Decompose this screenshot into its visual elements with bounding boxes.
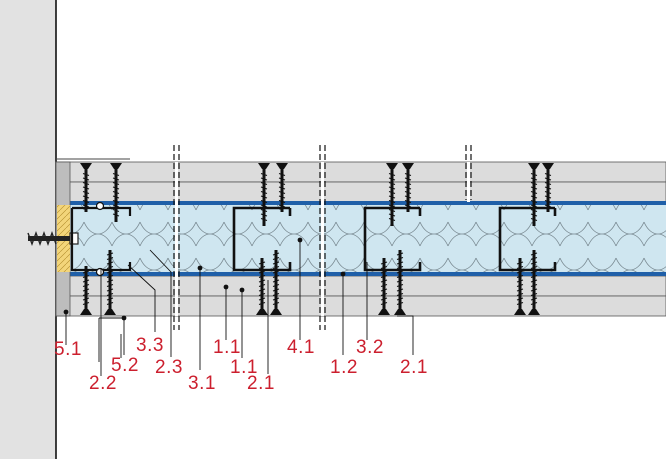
break-gap-3 [467,162,470,202]
screw [110,163,122,222]
label-4-1: 4.1 [287,337,315,358]
screw [514,258,526,315]
label-1-1-upper: 1.1 [213,337,241,358]
label-1-2: 1.2 [330,357,358,378]
wall-profile-fixing-bottom [95,267,105,277]
screw [386,163,398,226]
screw [528,163,540,226]
label-3-3: 3.3 [136,335,164,356]
label-2-1-left: 2.1 [247,373,275,394]
label-1-1-lower: 1.1 [230,357,258,378]
inner-board-top [55,181,666,203]
label-3-1: 3.1 [188,373,216,394]
label-2-2: 2.2 [89,373,117,394]
screw [276,163,288,212]
wall-profile-fixing-top [95,201,105,211]
label-5-1: 5.1 [54,339,82,360]
masonry-wall [0,0,56,459]
mineral-wool-texture [70,202,666,276]
screw [378,258,390,315]
break-gap-1 [175,162,178,316]
label-5-2: 5.2 [111,355,139,376]
screw [256,258,268,315]
screw [402,163,414,212]
screw [104,250,116,315]
c-profiles [232,206,557,272]
leader-dots [63,237,346,321]
screw [542,163,554,212]
leader-lines [65,240,414,376]
break-lines [173,145,472,330]
outer-board-bottom [55,295,666,317]
screw [528,250,540,315]
screws [80,163,554,315]
membrane-bottom [56,272,666,276]
label-2-3: 2.3 [155,357,183,378]
screw [270,250,282,315]
inner-board-bottom [55,275,666,297]
screw [80,163,92,212]
membrane-top [56,201,666,205]
break-gap-2 [321,162,324,316]
screw [80,266,92,315]
screw [394,250,406,315]
label-2-1-right: 2.1 [400,357,428,378]
wall-anchor [27,230,79,247]
outer-board-top [55,161,666,183]
label-3-2: 3.2 [356,337,384,358]
screw [258,163,270,226]
